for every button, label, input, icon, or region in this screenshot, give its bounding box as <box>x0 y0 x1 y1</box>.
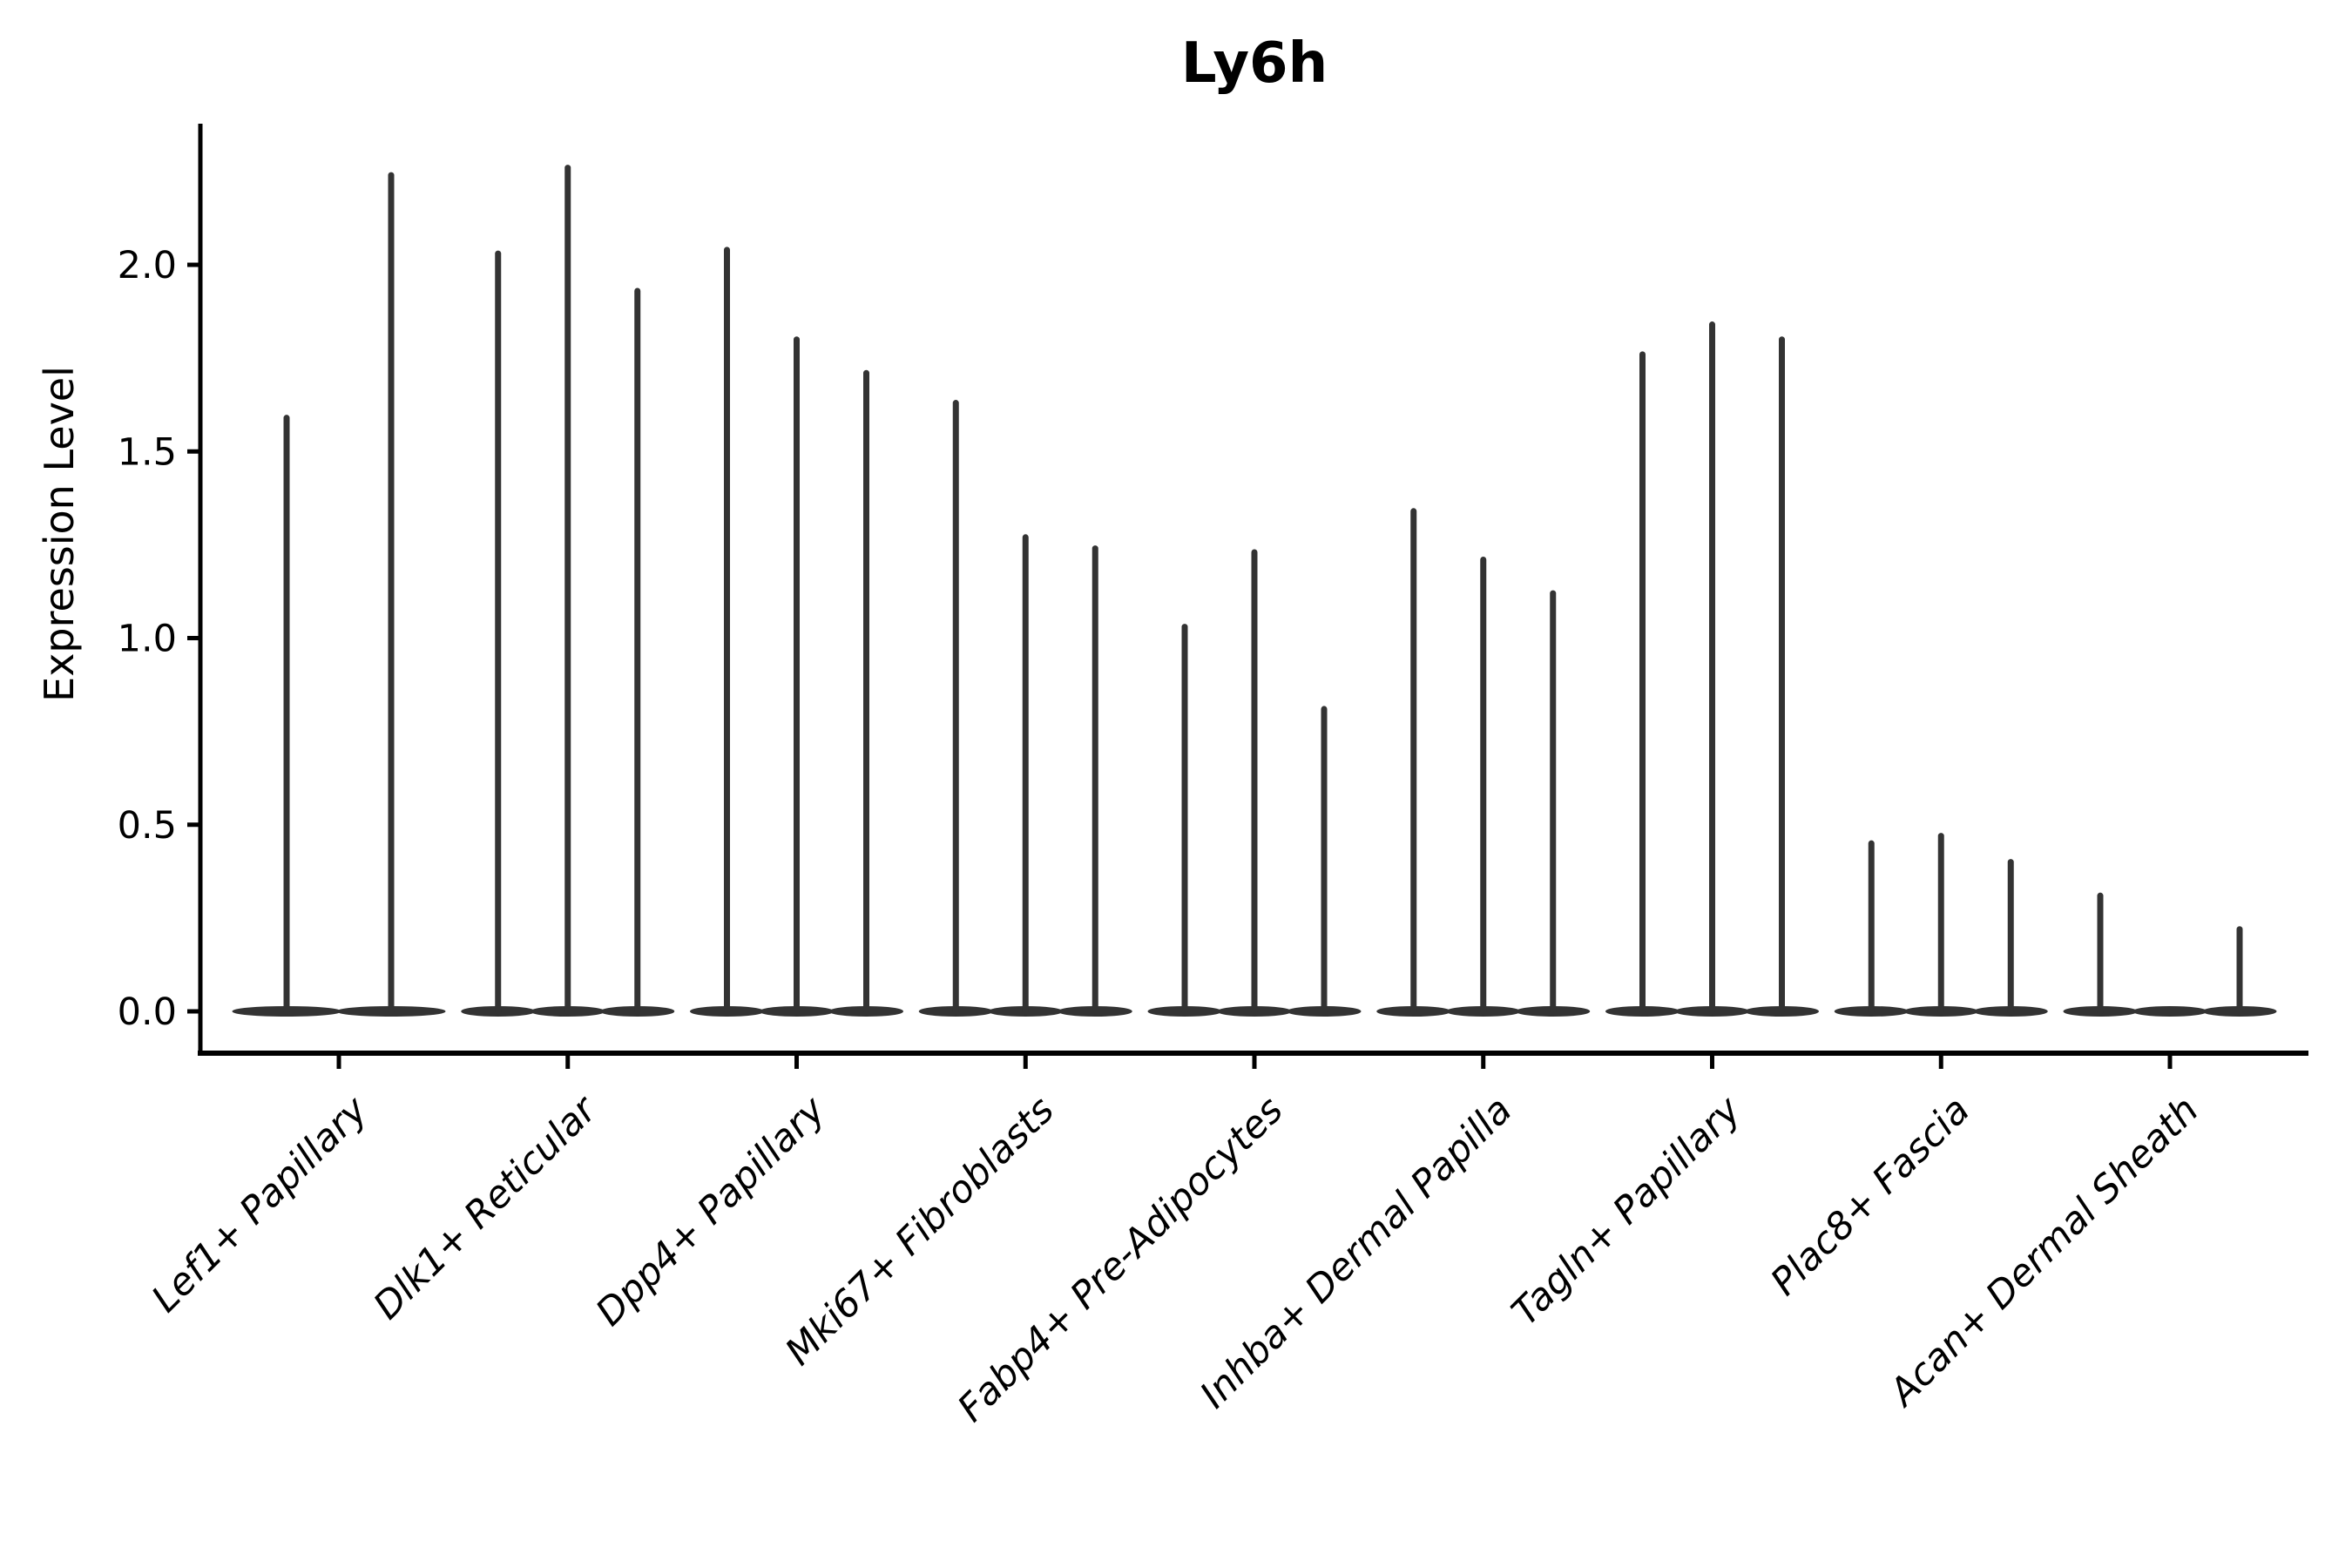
x-tick-label: Dpp4+ Papillary <box>588 1088 835 1335</box>
chart-title: Ly6h <box>1180 31 1328 96</box>
y-tick-label: 1.5 <box>118 430 177 474</box>
y-tick-label: 0.0 <box>118 990 177 1034</box>
y-tick-label: 1.0 <box>118 618 177 661</box>
x-tick-label: Dlk1+ Reticular <box>365 1087 606 1328</box>
x-tick-label: Plac8+ Fascia <box>1762 1088 1978 1304</box>
y-tick-label: 2.0 <box>118 244 177 287</box>
x-tick-label: Lef1+ Papillary <box>144 1088 376 1321</box>
y-tick-label: 0.5 <box>118 804 177 848</box>
violin-base <box>2132 1006 2207 1017</box>
x-tick-label: Tagln+ Papillary <box>1504 1088 1750 1335</box>
